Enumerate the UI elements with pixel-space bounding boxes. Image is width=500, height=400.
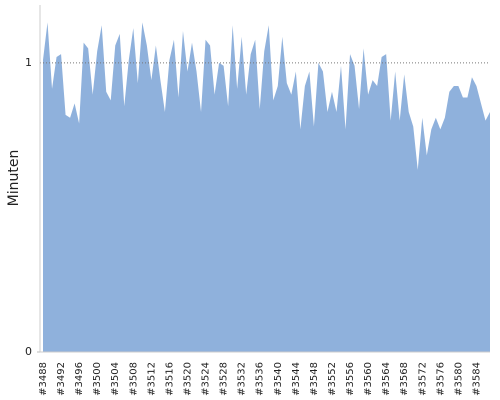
- x-tick-label: #3508: [128, 362, 139, 396]
- x-tick-label: #3528: [219, 362, 230, 396]
- x-tick-label: #3584: [471, 362, 482, 396]
- x-tick-label: #3520: [182, 362, 193, 396]
- x-tick-label: #3532: [237, 362, 248, 396]
- x-tick-label: #3500: [92, 362, 103, 396]
- x-tick-label: #3524: [201, 362, 212, 396]
- x-tick-label: #3568: [399, 362, 410, 396]
- x-tick-label: #3544: [291, 362, 302, 396]
- x-tick-label: #3552: [327, 362, 338, 396]
- x-tick-label: #3556: [345, 362, 356, 396]
- x-tick-label: #3496: [74, 362, 85, 396]
- x-tick-label: #3488: [38, 362, 49, 396]
- y-axis-label: Minuten: [6, 150, 22, 207]
- x-tick-label: #3560: [363, 362, 374, 396]
- x-tick-label: #3516: [164, 362, 175, 396]
- x-tick-label: #3512: [146, 362, 157, 396]
- x-tick-label: #3564: [381, 362, 392, 396]
- x-tick-label: #3536: [255, 362, 266, 396]
- x-tick-label: #3580: [453, 362, 464, 396]
- x-tick-label: #3572: [417, 362, 428, 396]
- x-tick-label: #3548: [309, 362, 320, 396]
- y-tick-label: 0: [25, 345, 32, 358]
- x-tick-label: #3492: [56, 362, 67, 396]
- x-tick-label: #3540: [273, 362, 284, 396]
- area: [43, 22, 490, 352]
- x-tick-label: #3504: [110, 362, 121, 396]
- y-tick-label: 1: [25, 56, 32, 69]
- x-tick-label: #3576: [435, 362, 446, 396]
